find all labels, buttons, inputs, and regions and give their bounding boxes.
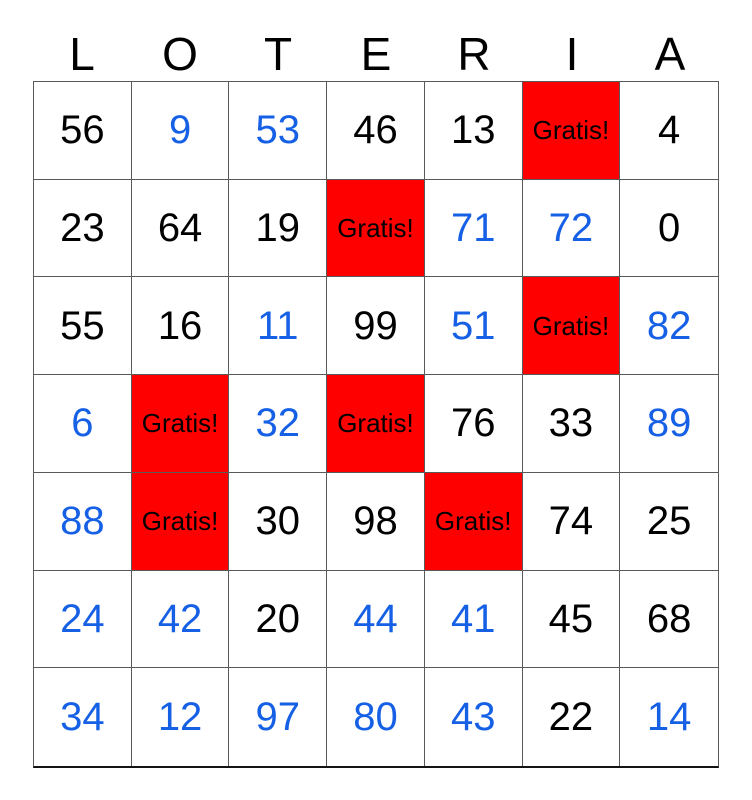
number-cell[interactable]: 88: [34, 472, 132, 571]
number-cell[interactable]: 43: [425, 668, 523, 766]
number-cell[interactable]: 22: [523, 668, 621, 766]
number-cell[interactable]: 41: [424, 570, 523, 669]
number-cell[interactable]: 12: [132, 668, 230, 766]
number-cell[interactable]: 16: [131, 277, 230, 376]
number-cell[interactable]: 42: [131, 570, 230, 669]
number-cell[interactable]: 34: [34, 668, 132, 766]
title-letter: I: [565, 28, 579, 80]
number-cell[interactable]: 53: [229, 82, 328, 180]
number-cell[interactable]: 74: [522, 472, 621, 571]
number-cell[interactable]: 30: [229, 472, 328, 571]
number-cell[interactable]: 0: [620, 180, 718, 278]
number-cell[interactable]: 19: [229, 179, 328, 278]
number-cell[interactable]: 24: [34, 570, 132, 669]
number-cell[interactable]: 45: [522, 570, 621, 669]
number-cell[interactable]: 32: [229, 375, 328, 473]
number-cell[interactable]: 51: [424, 277, 523, 376]
loteria-grid: 56 9 53 46 13 Gratis! 4 23 64 19 Gratis! 71 72 0 55 16 1…: [33, 81, 719, 768]
title-letter: R: [457, 28, 491, 80]
free-cell[interactable]: Gratis!: [522, 82, 621, 180]
number-cell[interactable]: 71: [424, 179, 523, 278]
free-cell[interactable]: Gratis!: [131, 375, 230, 473]
number-cell[interactable]: 72: [522, 179, 621, 278]
card-title: L O T E R I A: [33, 0, 719, 81]
number-cell[interactable]: 55: [34, 277, 132, 376]
free-cell[interactable]: Gratis!: [424, 472, 523, 571]
free-cell[interactable]: Gratis!: [131, 472, 230, 571]
number-cell[interactable]: 20: [229, 570, 328, 669]
number-cell[interactable]: 4: [620, 82, 718, 180]
number-cell[interactable]: 68: [620, 571, 718, 669]
number-cell[interactable]: 6: [34, 375, 132, 473]
number-cell[interactable]: 11: [229, 277, 328, 376]
number-cell[interactable]: 97: [229, 668, 328, 766]
number-cell[interactable]: 76: [424, 375, 523, 473]
title-letter: T: [263, 28, 293, 80]
number-cell[interactable]: 14: [646, 695, 692, 740]
title-letter: O: [162, 28, 198, 80]
number-cell[interactable]: 13: [424, 82, 523, 180]
number-cell[interactable]: 82: [620, 277, 718, 376]
number-cell[interactable]: 44: [327, 570, 425, 669]
title-letter: A: [654, 28, 686, 80]
free-cell[interactable]: Gratis!: [327, 179, 425, 278]
number-cell[interactable]: 23: [34, 179, 132, 278]
number-cell[interactable]: 98: [327, 472, 425, 571]
number-cell[interactable]: 80: [327, 668, 425, 766]
title-letter: L: [69, 28, 95, 80]
number-cell[interactable]: 33: [522, 375, 621, 473]
number-cell[interactable]: 46: [327, 82, 425, 180]
number-cell[interactable]: 25: [620, 473, 718, 571]
number-cell[interactable]: 89: [620, 375, 718, 473]
number-cell[interactable]: 99: [327, 277, 425, 376]
title-letter: E: [360, 28, 392, 80]
number-cell[interactable]: 56: [34, 82, 132, 180]
free-cell[interactable]: Gratis!: [522, 277, 621, 376]
free-cell[interactable]: Gratis!: [327, 375, 425, 473]
number-cell[interactable]: 64: [131, 179, 230, 278]
number-cell[interactable]: 9: [131, 82, 230, 180]
